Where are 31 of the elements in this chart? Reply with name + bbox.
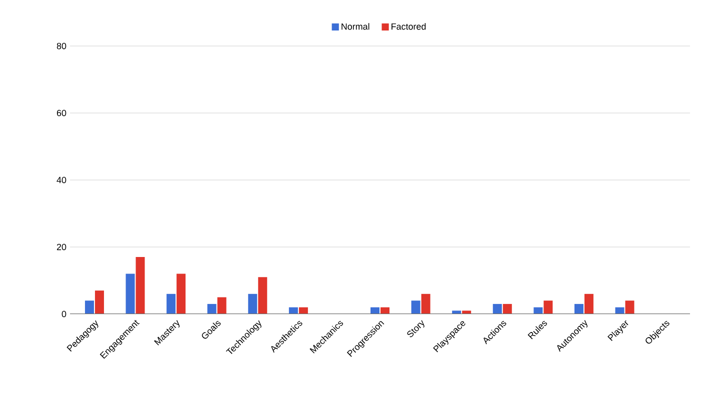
bar bbox=[248, 294, 258, 314]
bar bbox=[615, 307, 624, 314]
bar bbox=[502, 304, 512, 314]
bar bbox=[411, 300, 420, 314]
bar bbox=[584, 294, 594, 314]
bar bbox=[166, 294, 176, 314]
bar bbox=[492, 304, 502, 314]
y-tick-label: 60 bbox=[56, 110, 66, 116]
bar bbox=[380, 307, 390, 314]
bar bbox=[84, 300, 94, 314]
bar bbox=[288, 307, 298, 314]
bar bbox=[625, 300, 634, 314]
bar bbox=[217, 297, 226, 314]
bar bbox=[136, 257, 145, 314]
bar bbox=[94, 290, 104, 314]
y-tick-label: 40 bbox=[56, 176, 66, 184]
bar bbox=[534, 307, 543, 314]
y-tick-label: 80 bbox=[56, 42, 66, 50]
y-tick-label: 0 bbox=[62, 310, 66, 318]
bar bbox=[207, 304, 216, 314]
y-tick-label: 20 bbox=[56, 244, 66, 250]
legend-label: Normal bbox=[342, 23, 370, 30]
bar bbox=[126, 274, 135, 314]
legend-label: Factored bbox=[392, 23, 426, 30]
bar bbox=[370, 307, 380, 314]
bar bbox=[544, 300, 553, 314]
bar bbox=[574, 304, 584, 314]
bar bbox=[421, 294, 430, 314]
bar bbox=[258, 277, 268, 314]
bar bbox=[298, 307, 308, 314]
bar bbox=[176, 274, 186, 314]
